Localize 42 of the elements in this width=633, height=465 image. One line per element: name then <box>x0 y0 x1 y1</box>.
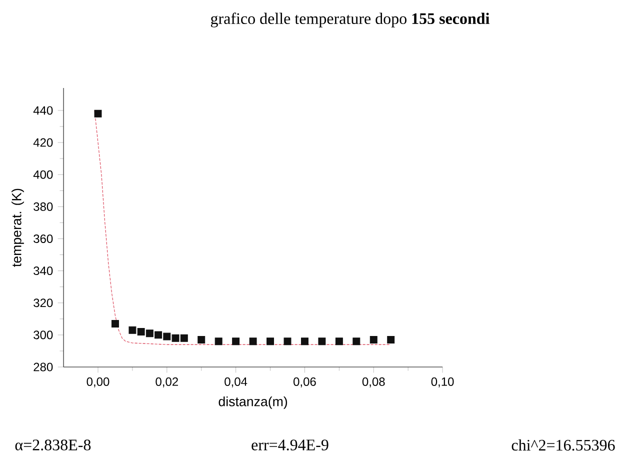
y-tick-label: 400 <box>33 170 53 179</box>
point <box>249 338 257 346</box>
point <box>146 330 154 338</box>
point <box>111 320 119 328</box>
y-axis-title: temperat. (K) <box>12 188 24 267</box>
y-tick-label: 300 <box>34 330 53 340</box>
x-tick-label: 0,10 <box>431 377 454 388</box>
y-tick-label: 440 <box>33 106 53 115</box>
point <box>163 332 171 340</box>
y-tick-label: 420 <box>33 138 53 147</box>
text: α=2.838E-8 <box>15 440 91 450</box>
point <box>128 326 136 334</box>
point <box>172 334 180 342</box>
x-tick-label: 0,04 <box>224 377 248 388</box>
y-tick-label: 320 <box>34 298 53 308</box>
chart-title: grafico delle temperature dopo 155 secondi <box>210 12 490 28</box>
point <box>335 338 343 346</box>
x-tick-label: 0,06 <box>294 377 316 388</box>
point <box>387 336 395 344</box>
point <box>94 110 102 118</box>
x-tick-label: 0,00 <box>86 377 110 388</box>
y-tick-label: 340 <box>34 266 53 276</box>
text: chi^2=16.55396 <box>512 439 615 451</box>
point <box>370 336 378 344</box>
point <box>232 338 240 346</box>
y-tick-label: 280 <box>34 362 53 372</box>
point <box>198 336 206 344</box>
y-tick-label: 380 <box>34 202 53 211</box>
point <box>352 338 360 346</box>
point <box>318 338 326 346</box>
point <box>284 338 292 346</box>
x-tick-label: 0,02 <box>156 377 178 388</box>
x-tick-label: 0,08 <box>362 377 385 388</box>
point <box>300 338 308 346</box>
x-axis-title: distanza(m) <box>218 396 288 409</box>
point <box>154 331 162 339</box>
point <box>180 334 188 342</box>
text: err=4.94E-9 <box>252 440 328 450</box>
y-tick-label: 360 <box>34 234 53 243</box>
point <box>137 328 145 336</box>
point <box>214 338 222 346</box>
point <box>266 338 274 346</box>
